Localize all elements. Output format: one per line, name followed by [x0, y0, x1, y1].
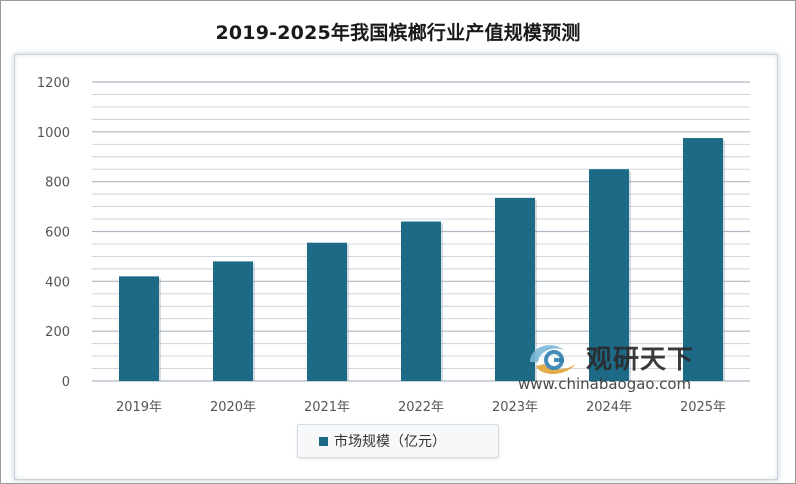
legend: 市场规模（亿元）	[297, 424, 499, 458]
bar	[119, 276, 159, 381]
x-tick-label: 2019年	[116, 400, 162, 415]
bar	[213, 261, 253, 381]
x-tick-label: 2021年	[304, 400, 350, 415]
watermark-url: www.chinabaogao.com	[518, 375, 692, 393]
x-tick-label: 2023年	[492, 400, 538, 415]
chinabaogao-logo-icon	[530, 345, 576, 374]
y-tick-label: 1200	[37, 76, 70, 91]
bar	[401, 221, 441, 381]
legend-swatch	[319, 437, 328, 446]
legend-label: 市场规模（亿元）	[334, 434, 446, 450]
x-axis-ticks: 2019年 2020年 2021年 2022年 2023年 2024年 2025年	[116, 400, 726, 415]
y-axis-ticks: 1200 1000 800 600 400 200 0	[37, 76, 70, 390]
x-tick-label: 2020年	[210, 400, 256, 415]
x-tick-label: 2024年	[586, 400, 632, 415]
y-tick-label: 1000	[37, 126, 70, 141]
y-tick-label: 600	[45, 226, 70, 241]
y-tick-label: 800	[45, 176, 70, 191]
bars	[119, 138, 725, 381]
chart-title: 2019-2025年我国槟榔行业产值规模预测	[215, 22, 581, 44]
bar	[683, 138, 723, 381]
y-tick-label: 400	[45, 275, 70, 290]
bar	[589, 169, 629, 381]
y-tick-label: 200	[45, 325, 70, 340]
watermark-brand: 观研天下	[586, 345, 695, 375]
bar	[495, 197, 535, 381]
bar	[307, 242, 347, 381]
x-tick-label: 2022年	[398, 400, 444, 415]
chart-panel	[14, 54, 778, 480]
y-tick-label: 0	[62, 375, 70, 390]
x-tick-label: 2025年	[680, 400, 726, 415]
